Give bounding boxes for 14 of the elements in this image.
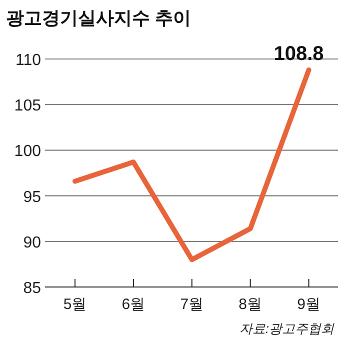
x-tick-label: 8월 [238,296,262,313]
y-tick-label: 90 [23,234,42,252]
y-tick-label: 95 [23,188,42,206]
annotation: 108.8 [274,42,324,65]
y-tick-label: 105 [14,98,42,115]
text: 자료:광고주협회 [239,321,335,336]
y-tick-label: 85 [23,280,42,297]
x-tick-label: 5월 [63,296,87,313]
x-tick-label: 6월 [122,296,146,313]
x-tick-label: 7월 [180,296,204,313]
x-tick-label: 9월 [297,296,320,313]
chart-title: 광고경기실사지수 추이 [6,8,192,28]
y-tick-label: 100 [14,143,42,160]
y-tick-label: 110 [15,52,42,69]
